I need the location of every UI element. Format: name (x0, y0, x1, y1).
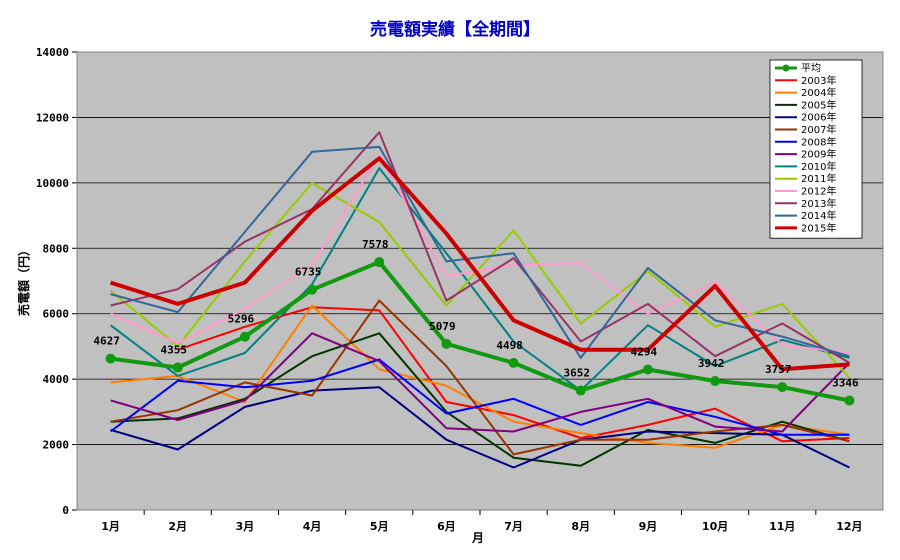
x-tick-label: 3月 (236, 520, 255, 533)
series-line-4 (110, 386, 850, 469)
series-line-2 (110, 304, 850, 449)
avg-point-11 (844, 395, 855, 406)
x-tick-label: 1月 (101, 520, 120, 533)
y-tick-label: 8000 (43, 242, 70, 255)
legend-entry: 2009年 (801, 148, 836, 161)
x-tick-label: 12月 (836, 520, 862, 533)
legend: 平均2003年2004年2005年2006年2007年2008年2009年201… (769, 59, 863, 239)
x-tick-label: 5月 (370, 520, 389, 533)
legend-entry: 2014年 (801, 209, 836, 222)
avg-data-label: 6735 (295, 266, 322, 279)
avg-point-10 (777, 382, 788, 393)
series-line-12 (110, 145, 850, 359)
avg-point-5 (441, 338, 452, 349)
avg-point-7 (575, 385, 586, 396)
legend-entry: 2006年 (801, 111, 836, 124)
avg-data-label: 7578 (362, 238, 389, 251)
legend-box (769, 59, 863, 239)
y-tick-label: 4000 (43, 373, 70, 386)
x-tick-label: 7月 (504, 520, 523, 533)
x-tick-label: 10月 (702, 520, 728, 533)
legend-entry: 平均 (801, 63, 821, 75)
avg-data-label: 4627 (93, 335, 120, 348)
series-line-7 (110, 332, 851, 433)
avg-point-2 (239, 331, 250, 342)
x-tick-label: 11月 (769, 520, 795, 533)
plot-area: 0 2000 4000 6000 8000 10000 12000 14000 1月 2月 3月 4月… (36, 46, 884, 533)
y-tick-label: 10000 (36, 177, 69, 190)
avg-data-label: 5296 (228, 313, 255, 326)
series-line-0 (110, 260, 850, 403)
avg-data-label: 4355 (161, 344, 188, 357)
legend-entry: 2012年 (801, 185, 836, 198)
legend-entry: 2008年 (801, 135, 836, 148)
legend-entry: 2004年 (801, 86, 836, 99)
avg-data-label: 3942 (698, 357, 725, 370)
avg-point-6 (508, 357, 519, 368)
y-axis-title: 売電額（円） (16, 244, 31, 316)
series-line-3 (110, 332, 850, 467)
x-tick-label: 6月 (437, 520, 456, 533)
avg-data-label: 3346 (832, 377, 859, 390)
avg-data-label: 5079 (429, 320, 456, 333)
series-line-10 (110, 154, 850, 354)
chart-title: 売電額実績【全期間】 (370, 19, 540, 40)
avg-point-3 (307, 284, 318, 295)
series-line-8 (109, 167, 850, 392)
x-tick-label: 2月 (168, 520, 187, 533)
legend-entry: 2015年 (801, 221, 836, 234)
plot-background (77, 52, 883, 510)
avg-point-1 (172, 362, 183, 373)
avg-point-9 (710, 376, 721, 387)
legend-entry: 2013年 (801, 197, 836, 210)
x-tick-label: 9月 (639, 520, 658, 533)
avg-data-label: 4294 (631, 346, 658, 359)
legend-entry: 2007年 (801, 123, 836, 136)
legend-entry: 2005年 (801, 98, 836, 111)
avg-point-0 (105, 353, 116, 364)
series-line-1 (177, 306, 850, 443)
legend-entry: 2010年 (801, 160, 836, 173)
avg-data-label: 3652 (564, 367, 591, 380)
legend-marker (782, 64, 790, 72)
avg-point-8 (642, 364, 653, 375)
series-line-13 (109, 156, 850, 372)
y-tick-label: 14000 (36, 46, 69, 59)
legend-entry: 2011年 (801, 172, 836, 185)
legend-entry: 2003年 (801, 74, 836, 87)
x-axis-title: 月 (471, 531, 484, 545)
x-tick-label: 8月 (571, 520, 590, 533)
avg-point-4 (374, 257, 385, 268)
series-line-6 (109, 358, 850, 436)
x-tick-label: 4月 (303, 520, 322, 533)
y-tick-label: 2000 (43, 439, 70, 452)
avg-data-label: 4498 (496, 339, 523, 352)
y-tick-label: 6000 (43, 308, 70, 321)
avg-data-label: 3757 (765, 363, 792, 376)
y-tick-label: 0 (62, 504, 69, 517)
y-tick-label: 12000 (36, 111, 69, 124)
